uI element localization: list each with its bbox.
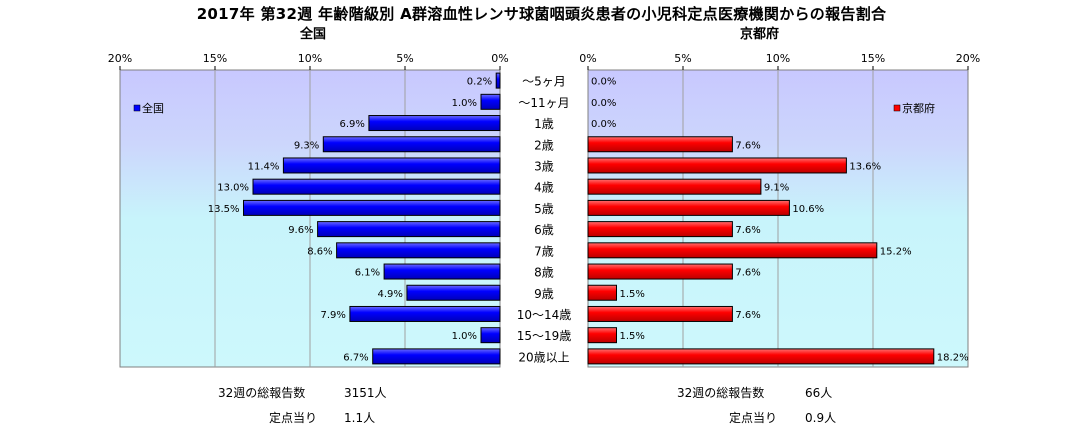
kyoto-bar: [587, 348, 935, 365]
national-data-label: 1.0%: [452, 98, 477, 109]
category-label: 1歳: [534, 117, 554, 131]
national-data-label: 4.9%: [377, 289, 402, 300]
kyoto-data-label: 18.2%: [937, 352, 969, 363]
category-label: 3歳: [534, 159, 554, 173]
national-tick-label: 10%: [298, 52, 322, 65]
national-panel-title: 全国: [300, 27, 327, 42]
national-data-label: 9.6%: [288, 225, 313, 236]
national-tick-label: 20%: [108, 52, 132, 65]
kyoto-tick-label: 0%: [579, 52, 596, 65]
national-legend-swatch: [133, 104, 141, 112]
category-label: 6歳: [534, 223, 554, 237]
national-bar: [252, 178, 501, 195]
national-bar: [349, 305, 501, 322]
national-data-label: 0.2%: [467, 77, 492, 88]
chart-title: 2017年 第32週 年齢階級別 A群溶血性レンサ球菌咽頭炎患者の小児科定点医療…: [196, 5, 887, 23]
kyoto-data-label: 13.6%: [849, 161, 881, 172]
kyoto-tick-label: 10%: [766, 52, 790, 65]
kyoto-per-site-value: 0.9人: [805, 411, 837, 425]
kyoto-bar: [587, 136, 733, 153]
kyoto-tick-label: 5%: [674, 52, 691, 65]
national-data-label: 6.7%: [343, 352, 368, 363]
kyoto-legend-swatch: [893, 104, 901, 112]
kyoto-data-label: 9.1%: [764, 183, 789, 194]
kyoto-tick-label: 20%: [956, 52, 980, 65]
kyoto-data-label: 7.6%: [735, 310, 760, 321]
national-data-label: 13.5%: [208, 204, 240, 215]
national-data-label: 13.0%: [217, 183, 249, 194]
category-label: 2歳: [534, 138, 554, 152]
kyoto-bar: [587, 157, 847, 174]
national-data-label: 6.9%: [339, 119, 364, 130]
kyoto-bar: [587, 221, 733, 238]
national-bar: [322, 136, 501, 153]
kyoto-total-label: 32週の総報告数: [677, 386, 765, 400]
national-tick-label: 5%: [396, 52, 413, 65]
kyoto-bar: [587, 305, 733, 322]
national-total-value: 3151人: [344, 386, 387, 400]
national-tick-label: 0%: [491, 52, 508, 65]
national-data-label: 1.0%: [452, 331, 477, 342]
category-label: 20歳以上: [518, 350, 569, 364]
kyoto-data-label: 7.6%: [735, 225, 760, 236]
national-tick-label: 15%: [203, 52, 227, 65]
kyoto-data-label: 0.0%: [591, 98, 616, 109]
kyoto-bar: [587, 327, 617, 344]
kyoto-bar: [587, 178, 762, 195]
kyoto-data-label: 1.5%: [620, 331, 645, 342]
kyoto-tick-label: 15%: [861, 52, 885, 65]
national-bar: [495, 72, 501, 89]
national-bar: [480, 327, 501, 344]
national-data-label: 7.9%: [320, 310, 345, 321]
kyoto-data-label: 1.5%: [620, 289, 645, 300]
national-data-label: 6.1%: [355, 268, 380, 279]
national-data-label: 9.3%: [294, 140, 319, 151]
national-per-site-value: 1.1人: [344, 411, 376, 425]
national-bar: [282, 157, 501, 174]
national-bar: [480, 93, 501, 110]
national-bar: [368, 115, 501, 132]
kyoto-bar: [587, 199, 790, 216]
kyoto-data-label: 7.6%: [735, 140, 760, 151]
category-label: 4歳: [534, 181, 554, 195]
category-label: ～5ヶ月: [522, 75, 566, 89]
national-bar: [383, 263, 501, 280]
national-legend-label: 全国: [142, 101, 164, 115]
category-label: 10～14歳: [517, 308, 572, 322]
kyoto-data-label: 0.0%: [591, 119, 616, 130]
national-bar: [372, 348, 501, 365]
kyoto-panel-title: 京都府: [740, 27, 780, 42]
kyoto-data-label: 0.0%: [591, 77, 616, 88]
kyoto-data-label: 15.2%: [880, 246, 912, 257]
national-data-label: 11.4%: [248, 161, 280, 172]
national-bar: [406, 284, 501, 301]
national-bar: [317, 221, 501, 238]
category-label: 5歳: [534, 202, 554, 216]
kyoto-bar: [587, 284, 617, 301]
kyoto-data-label: 7.6%: [735, 268, 760, 279]
kyoto-per-site-label: 定点当り: [729, 411, 778, 425]
kyoto-legend-label: 京都府: [902, 101, 935, 115]
category-label: 15～19歳: [517, 329, 572, 343]
national-total-label: 32週の総報告数: [218, 386, 306, 400]
category-label: 9歳: [534, 287, 554, 301]
category-label: 7歳: [534, 244, 554, 258]
national-data-label: 8.6%: [307, 246, 332, 257]
kyoto-bar: [587, 242, 878, 259]
national-per-site-label: 定点当り: [269, 411, 318, 425]
national-bar: [243, 199, 501, 216]
national-bar: [336, 242, 501, 259]
category-label: ～11ヶ月: [518, 96, 569, 110]
kyoto-bar: [587, 263, 733, 280]
kyoto-data-label: 10.6%: [792, 204, 824, 215]
category-label: 8歳: [534, 266, 554, 280]
kyoto-total-value: 66人: [805, 386, 833, 400]
